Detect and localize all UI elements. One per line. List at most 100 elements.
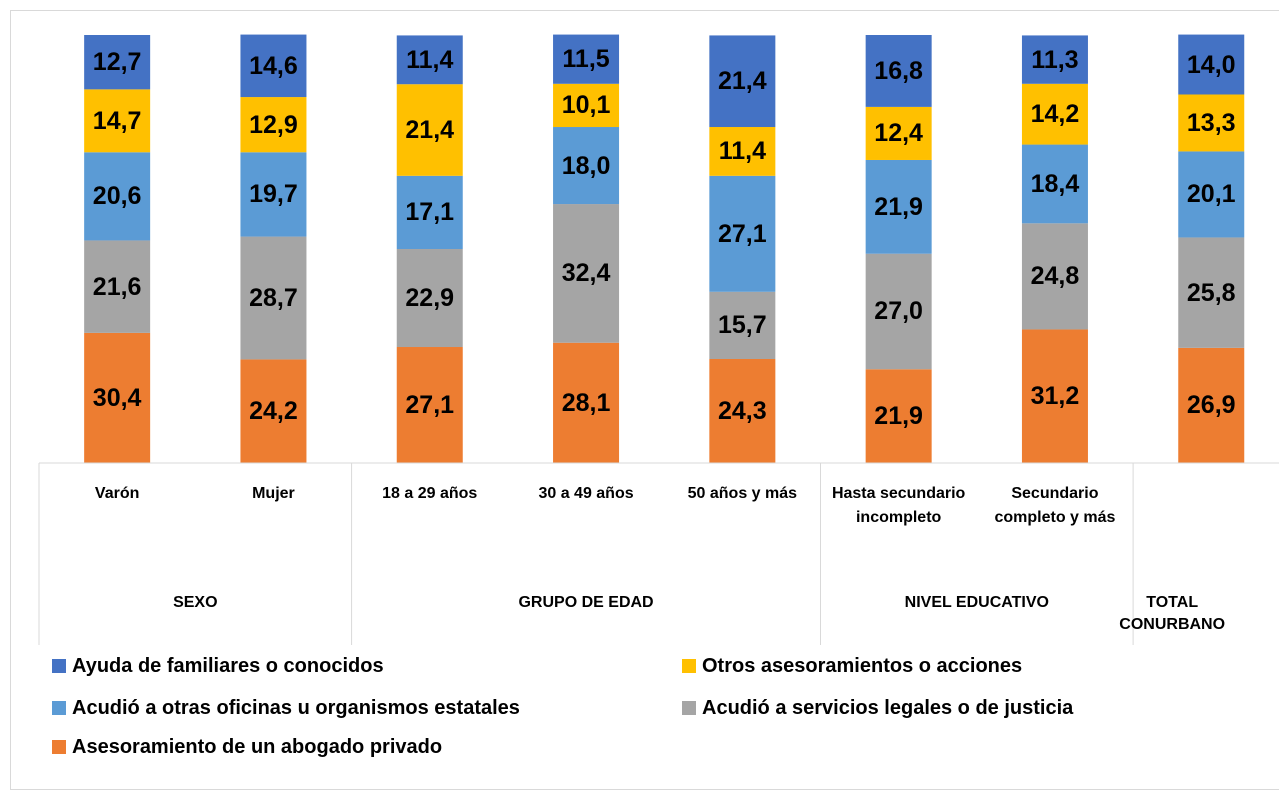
- data-label: 11,4: [718, 137, 766, 166]
- bar-segment: [396, 84, 463, 176]
- data-label: 24,2: [249, 397, 298, 426]
- bar-segment: [1021, 329, 1088, 463]
- data-label: 28,7: [249, 284, 298, 312]
- bar-segment: [1021, 144, 1088, 224]
- data-label: 21,4: [405, 116, 455, 145]
- bar-segment: [240, 34, 307, 98]
- x-tick-label: Secundario completo y más: [994, 485, 1116, 526]
- data-label: 21,9: [874, 402, 923, 431]
- legend-swatch: [52, 659, 66, 673]
- data-label: 22,9: [405, 284, 455, 312]
- data-label: 14,0: [1186, 50, 1236, 79]
- x-tick-label: 18 a 29 años: [382, 485, 478, 502]
- x-tick-label: Varón: [94, 485, 140, 502]
- legend-swatch: [682, 701, 696, 715]
- data-label: 17,1: [405, 198, 455, 227]
- data-label: 27,1: [405, 391, 455, 419]
- bar-segment: [1178, 94, 1245, 152]
- data-label: 26,9: [1186, 391, 1236, 420]
- bar-segment: [240, 152, 307, 237]
- data-label: 14,6: [249, 51, 298, 80]
- data-label: 28,1: [561, 388, 611, 417]
- data-label: 32,4: [561, 259, 611, 288]
- legend-item: Ayuda de familiares o conocidos: [52, 654, 384, 678]
- data-label: 21,6: [92, 272, 142, 301]
- data-label: 21,4: [718, 67, 767, 96]
- bar-segment: [865, 35, 932, 107]
- legend-text: Otros asesoramientos o acciones: [702, 654, 1023, 677]
- x-tick-label: 30 a 49 años: [538, 485, 634, 502]
- data-label: 24,3: [718, 396, 767, 425]
- bar-segment: [84, 152, 151, 241]
- data-label: 24,8: [1030, 262, 1080, 291]
- data-label: 20,6: [92, 182, 142, 211]
- bar-segment: [709, 35, 776, 128]
- legend-text: Asesoramiento de un abogado privado: [72, 735, 443, 758]
- data-label: 20,1: [1186, 180, 1236, 209]
- data-label: 25,8: [1186, 278, 1236, 307]
- group-label: GRUPO DE EDAD: [518, 594, 654, 611]
- legend-swatch: [52, 701, 66, 715]
- data-label: 11,5: [562, 45, 610, 74]
- data-label: 18,4: [1030, 169, 1080, 198]
- data-label: 18,0: [561, 151, 611, 180]
- bar-segment: [1021, 83, 1088, 145]
- data-label: 19,7: [249, 180, 298, 209]
- bar-segment: [553, 204, 620, 343]
- bar-segment: [1178, 237, 1245, 348]
- data-label: 14,2: [1030, 100, 1080, 129]
- data-label: 10,1: [561, 91, 611, 120]
- bar-segment: [396, 175, 463, 249]
- legend-item: Asesoramiento de un abogado privado: [52, 735, 442, 759]
- data-label: 30,4: [92, 383, 142, 412]
- x-tick-label: 50 años y más: [687, 485, 798, 502]
- x-tick-label: Mujer: [252, 485, 295, 502]
- bar-segment: [553, 34, 620, 84]
- group-label: TOTAL CONURBANO: [1119, 594, 1226, 633]
- legend-text: Ayuda de familiares o conocidos: [72, 654, 384, 677]
- x-tick-label: Hasta secundario incompleto: [831, 485, 966, 526]
- group-label: NIVEL EDUCATIVO: [904, 594, 1049, 611]
- data-label: 13,3: [1186, 108, 1236, 137]
- bar-segment: [84, 35, 151, 90]
- bar-segment: [865, 159, 932, 254]
- data-label: 12,4: [874, 119, 923, 148]
- legend-text: Acudió a otras oficinas u organismos est…: [72, 696, 520, 719]
- bar-segment: [240, 97, 307, 153]
- bar-segment: [709, 358, 776, 463]
- data-label: 12,7: [92, 48, 142, 77]
- bar-segment: [396, 347, 463, 463]
- bar-segment: [1178, 34, 1245, 95]
- legend-item: Acudió a servicios legales o de justicia: [682, 696, 1073, 720]
- bar-segment: [1021, 223, 1088, 330]
- data-label: 16,8: [874, 56, 923, 85]
- data-label: 14,7: [92, 106, 142, 135]
- data-label: 31,2: [1030, 382, 1080, 411]
- bar-segment: [553, 342, 620, 463]
- bar-segment: [709, 127, 776, 176]
- bar-segment: [396, 249, 463, 348]
- bar-segment: [84, 332, 151, 463]
- data-label: 12,9: [249, 110, 298, 139]
- bar-segment: [1178, 347, 1245, 463]
- legend-text: Acudió a servicios legales o de justicia: [702, 696, 1074, 719]
- bar-segment: [1178, 151, 1245, 238]
- legend-item: Otros asesoramientos o acciones: [682, 654, 1022, 678]
- data-label: 21,9: [874, 192, 923, 221]
- bar-segment: [240, 236, 307, 360]
- bar-segment: [865, 253, 932, 370]
- legend-swatch: [52, 740, 66, 754]
- data-label: 27,1: [718, 219, 767, 248]
- bar-segment: [865, 106, 932, 160]
- bar-segment: [709, 291, 776, 359]
- legend-item: Acudió a otras oficinas u organismos est…: [52, 696, 520, 720]
- data-label: 11,3: [1031, 45, 1079, 74]
- bar-segment: [84, 240, 151, 333]
- bar-segment: [1021, 35, 1088, 84]
- bar-segment: [84, 89, 151, 153]
- bar-segment: [396, 35, 463, 85]
- group-label: SEXO: [173, 594, 218, 611]
- bar-segment: [865, 369, 932, 463]
